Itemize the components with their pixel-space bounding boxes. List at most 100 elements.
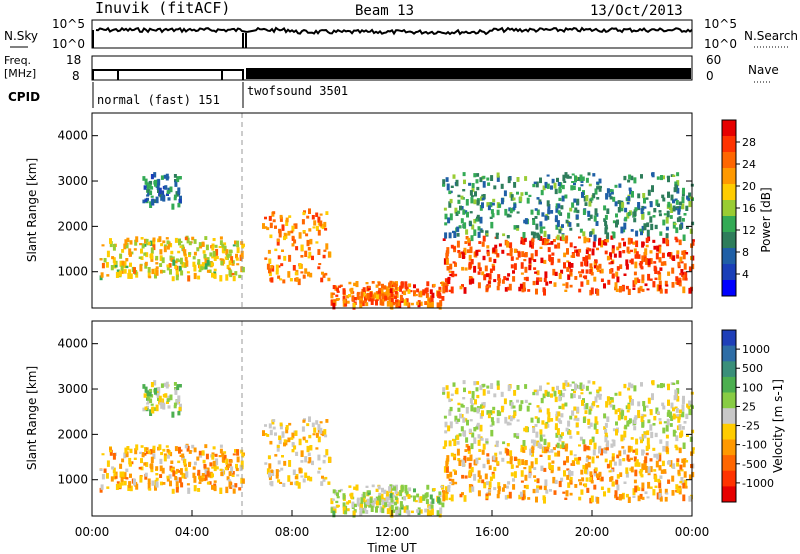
data-cell [625, 259, 629, 266]
data-cell [315, 212, 319, 217]
data-cell [477, 457, 481, 460]
data-cell [606, 463, 610, 469]
data-cell [552, 447, 556, 451]
data-cell [596, 197, 600, 200]
data-cell [155, 183, 159, 186]
data-cell [224, 466, 228, 471]
data-cell [533, 259, 537, 262]
data-cell [657, 203, 660, 207]
data-cell [439, 300, 443, 307]
data-cell [615, 421, 618, 426]
data-cell [680, 469, 684, 472]
data-cell [166, 264, 170, 271]
data-cell [143, 393, 147, 398]
data-cell [463, 287, 467, 294]
data-cell [332, 285, 336, 290]
data-cell [144, 474, 148, 480]
data-cell [563, 460, 567, 466]
data-cell [379, 506, 383, 513]
data-cell [581, 176, 585, 181]
data-cell [171, 203, 175, 210]
data-cell [383, 500, 387, 504]
data-cell [481, 449, 485, 455]
data-cell [675, 238, 679, 243]
data-cell [275, 264, 279, 272]
data-cell [188, 462, 191, 467]
nave-block [246, 68, 691, 79]
data-cell [432, 283, 436, 287]
data-cell [680, 477, 684, 484]
data-cell [637, 495, 641, 502]
data-cell [522, 282, 526, 288]
data-cell [620, 434, 624, 442]
nsky-strip [91, 19, 693, 49]
data-cell [447, 277, 451, 284]
data-cell [461, 460, 465, 467]
data-cell [634, 462, 638, 467]
data-cell [145, 462, 149, 467]
data-cell [558, 405, 562, 409]
data-cell [546, 424, 550, 428]
data-cell [567, 212, 571, 219]
data-cell [181, 453, 185, 458]
data-cell [665, 226, 669, 231]
data-cell [308, 457, 312, 463]
data-cell [495, 232, 499, 240]
data-cell [649, 458, 653, 462]
data-cell [114, 264, 118, 268]
data-cell [662, 175, 665, 180]
data-cell [613, 253, 617, 258]
data-cell [486, 251, 490, 257]
data-cell [498, 451, 502, 455]
data-cell [671, 490, 675, 496]
data-cell [545, 281, 549, 286]
data-cell [403, 290, 407, 296]
data-cell [603, 426, 607, 430]
data-cell [619, 408, 623, 416]
data-cell [588, 391, 592, 395]
data-cell [407, 302, 411, 308]
data-cell [585, 255, 589, 262]
data-cell [264, 433, 268, 436]
data-cell [654, 277, 658, 280]
data-cell [515, 257, 519, 260]
data-cell [641, 255, 645, 263]
data-cell [446, 473, 450, 479]
data-cell [266, 468, 270, 475]
data-cell [553, 182, 557, 189]
data-cell [463, 247, 467, 252]
data-cell [684, 271, 688, 279]
data-cell [206, 467, 210, 473]
data-cell [489, 476, 493, 481]
data-cell [112, 257, 116, 263]
data-cell [468, 254, 472, 261]
data-cell [383, 489, 387, 494]
data-cell [134, 239, 138, 246]
data-cell [442, 490, 446, 494]
data-cell [598, 239, 601, 246]
data-cell [666, 418, 670, 426]
data-cell [206, 257, 210, 262]
data-cell [378, 492, 382, 496]
data-cell [537, 442, 541, 449]
data-cell [323, 429, 327, 435]
data-cell [373, 292, 377, 299]
data-cell [272, 211, 276, 215]
data-cell [465, 199, 469, 206]
data-cell [278, 437, 282, 445]
data-cell [574, 383, 577, 391]
data-cell [667, 201, 671, 208]
data-cell [201, 450, 205, 456]
data-cell [531, 237, 535, 242]
data-cell [691, 471, 695, 478]
data-cell [163, 453, 167, 456]
data-cell [148, 488, 152, 491]
data-cell [308, 416, 311, 422]
data-cell [511, 416, 515, 420]
data-cell [645, 445, 649, 451]
data-cell [478, 267, 482, 272]
data-cell [183, 249, 187, 256]
data-cell [460, 414, 464, 418]
data-cell [598, 393, 602, 400]
